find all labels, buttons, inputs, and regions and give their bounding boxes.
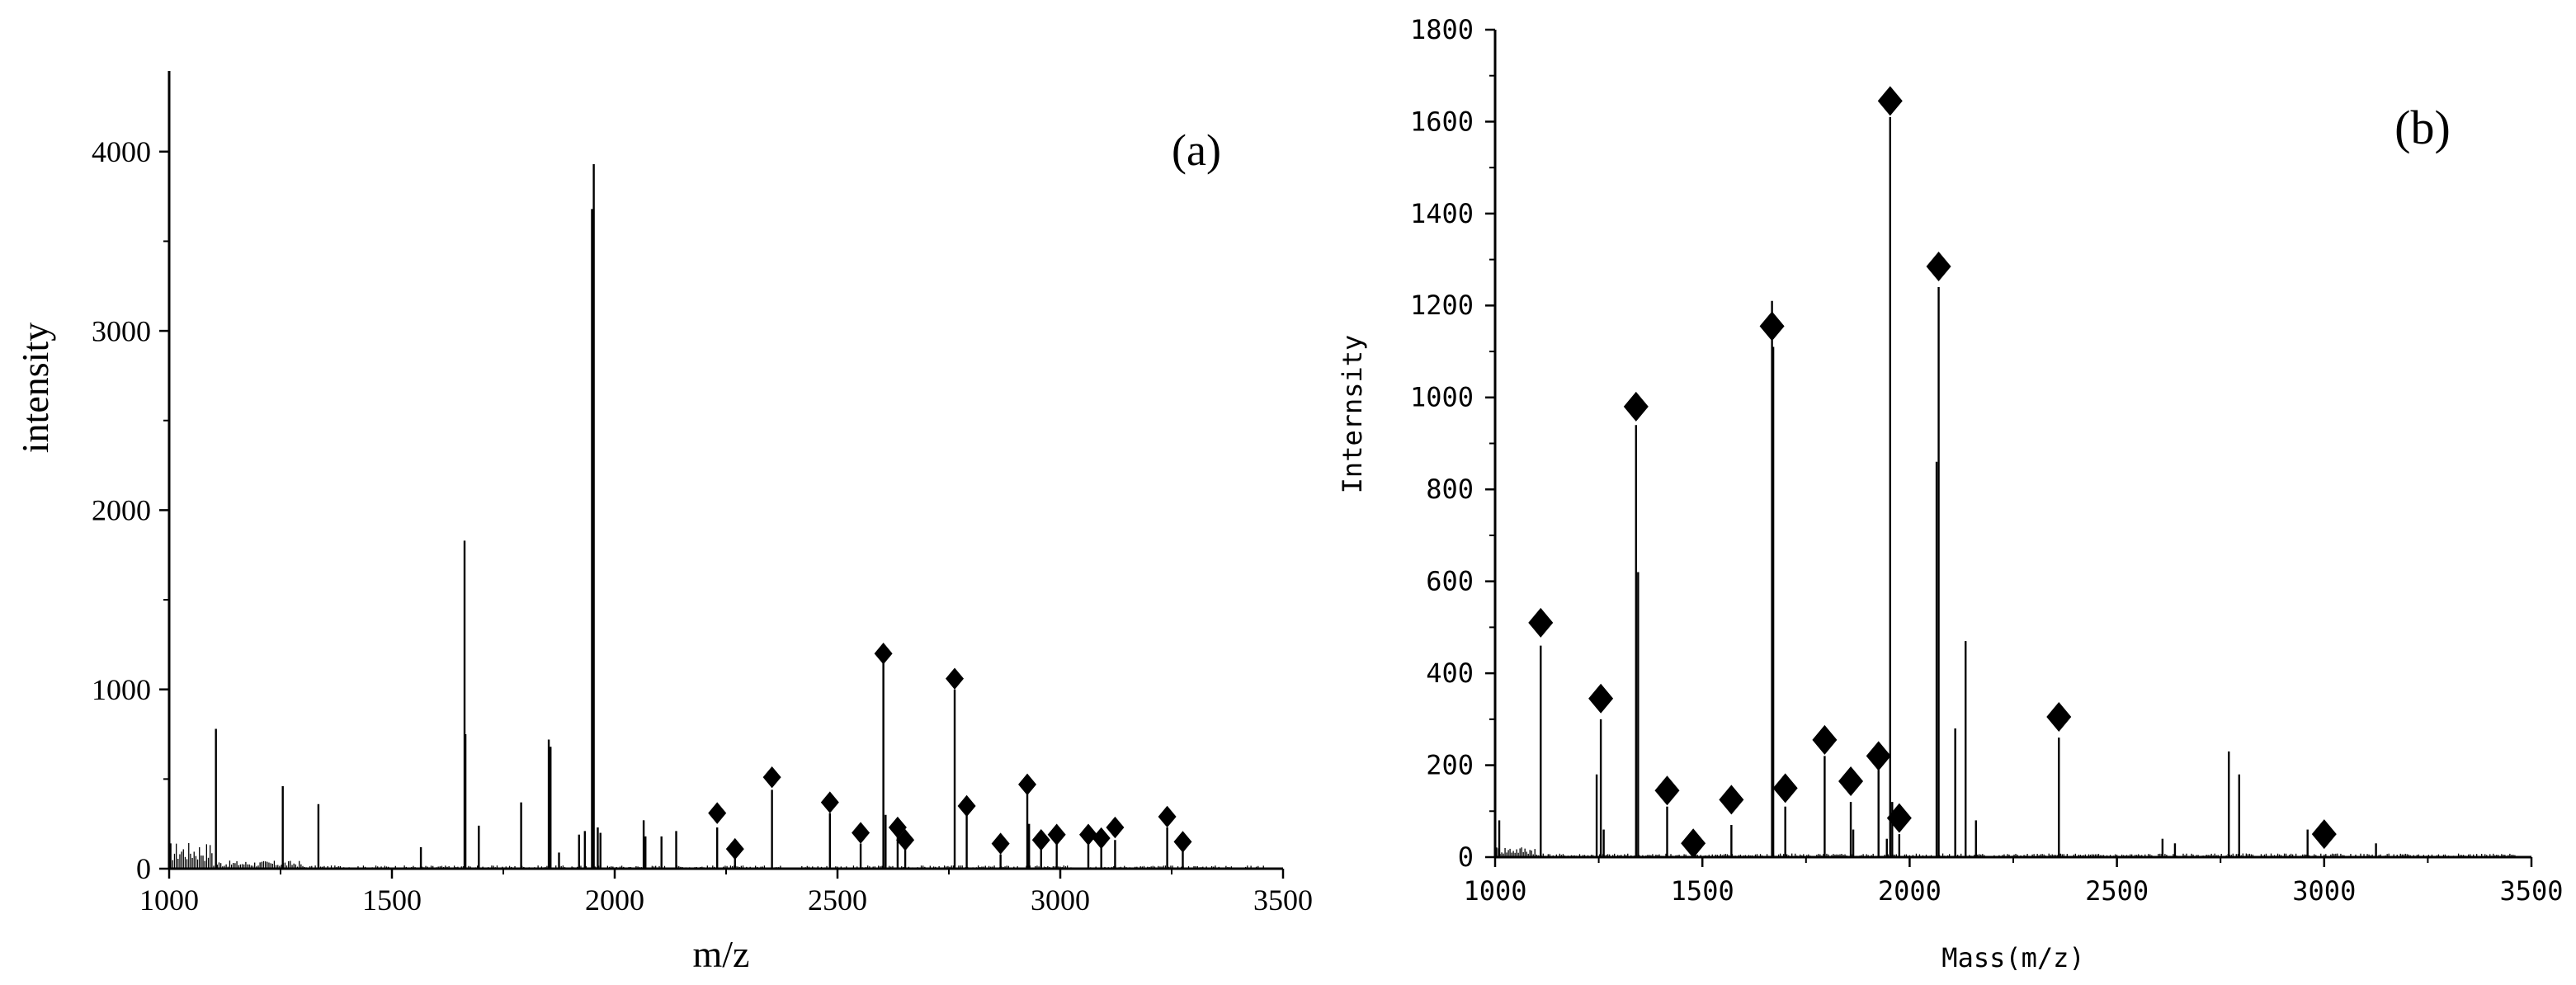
diamond-marker <box>1866 741 1891 771</box>
y-tick-label: 800 <box>1426 474 1474 505</box>
diamond-marker <box>2046 702 2072 733</box>
diamond-marker <box>1018 773 1037 796</box>
panel-b-ylabel: Internsity <box>1337 335 1368 494</box>
diamond-marker <box>874 643 893 665</box>
diamond-marker <box>1031 829 1050 851</box>
diamond-marker <box>1047 823 1066 846</box>
diamond-marker <box>1528 607 1554 638</box>
diamond-marker <box>1173 831 1192 853</box>
diamond-marker <box>1654 775 1680 806</box>
x-tick-label: 3500 <box>2499 875 2563 907</box>
x-tick-label: 2000 <box>1878 875 1941 907</box>
y-tick-label: 200 <box>1426 749 1474 780</box>
y-tick-label: 1800 <box>1410 14 1474 45</box>
x-tick-label: 1500 <box>362 884 422 917</box>
panel-b-markers <box>1528 86 2337 859</box>
diamond-marker <box>946 667 965 690</box>
panel-b-ticks: 1000 1500 2000 2500 3000 3500 0 200 400 600 800 100… <box>1410 14 2564 907</box>
diamond-marker <box>1681 828 1706 859</box>
diamond-marker <box>1158 805 1177 828</box>
panel-a: 1000 1500 2000 2500 3000 35000100020003000400… <box>14 71 1313 975</box>
y-tick-label: 1600 <box>1410 106 1474 137</box>
panel-b-label: (b) <box>2394 101 2451 154</box>
diamond-marker <box>957 794 976 818</box>
diamond-marker <box>1812 724 1838 755</box>
diamond-marker <box>896 829 915 851</box>
panel-b-baseline-noise <box>1494 847 2516 857</box>
diamond-marker <box>1772 773 1798 804</box>
panel-a-ylabel: intensity <box>14 323 56 453</box>
y-tick-label: 600 <box>1426 566 1474 597</box>
diamond-marker <box>1838 766 1864 797</box>
panel-b-xlabel: Mass(m/z) <box>1941 942 2084 973</box>
panel-b: 1000 1500 2000 2500 3000 3500 0 200 400 600 800 100… <box>1337 14 2564 973</box>
y-tick-label: 1400 <box>1410 198 1474 229</box>
diamond-marker <box>820 791 839 813</box>
diamond-marker <box>852 822 870 844</box>
diamond-marker <box>991 832 1010 855</box>
diamond-marker <box>1106 816 1125 839</box>
y-tick-label: 0 <box>136 852 151 885</box>
x-tick-label: 2500 <box>808 884 867 917</box>
x-tick-label: 2500 <box>2085 875 2149 907</box>
diamond-marker <box>1719 785 1744 815</box>
y-tick-label: 0 <box>1458 841 1474 873</box>
panel-a-ticks: 1000 1500 2000 2500 3000 35000100020003000400… <box>92 135 1313 917</box>
panel-a-label: (a) <box>1172 125 1221 175</box>
x-tick-label: 2000 <box>585 884 644 917</box>
y-tick-label: 4000 <box>92 135 151 168</box>
panel-b-peaks <box>1498 116 2377 857</box>
diamond-marker <box>1588 683 1614 714</box>
y-tick-label: 400 <box>1426 657 1474 689</box>
y-tick-label: 1000 <box>1410 382 1474 413</box>
panel-a-markers <box>708 643 1192 860</box>
panel-a-axes <box>167 71 1283 870</box>
diamond-marker <box>1886 803 1912 833</box>
diamond-marker <box>1623 391 1649 422</box>
panel-a-peaks <box>215 163 1184 869</box>
x-tick-label: 3500 <box>1253 884 1313 917</box>
diamond-marker <box>1092 827 1111 850</box>
panel-a-xlabel: m/z <box>693 933 750 975</box>
x-tick-label: 1000 <box>1463 875 1526 907</box>
x-tick-label: 1000 <box>139 884 199 917</box>
x-tick-label: 3000 <box>2292 875 2356 907</box>
y-tick-label: 2000 <box>92 494 151 527</box>
diamond-marker <box>708 802 727 824</box>
diamond-marker <box>2311 819 2337 850</box>
x-tick-label: 1500 <box>1671 875 1734 907</box>
diamond-marker <box>888 816 907 839</box>
y-tick-label: 1200 <box>1410 290 1474 321</box>
y-tick-label: 1000 <box>92 673 151 706</box>
x-tick-label: 3000 <box>1031 884 1090 917</box>
y-tick-label: 3000 <box>92 314 151 347</box>
diamond-marker <box>1759 311 1785 342</box>
diamond-marker <box>1877 86 1903 116</box>
diamond-marker <box>1926 251 1951 281</box>
panel-b-axes <box>1493 30 2531 859</box>
diamond-marker <box>725 837 744 860</box>
diamond-marker <box>762 766 781 789</box>
diamond-marker <box>1079 823 1098 846</box>
